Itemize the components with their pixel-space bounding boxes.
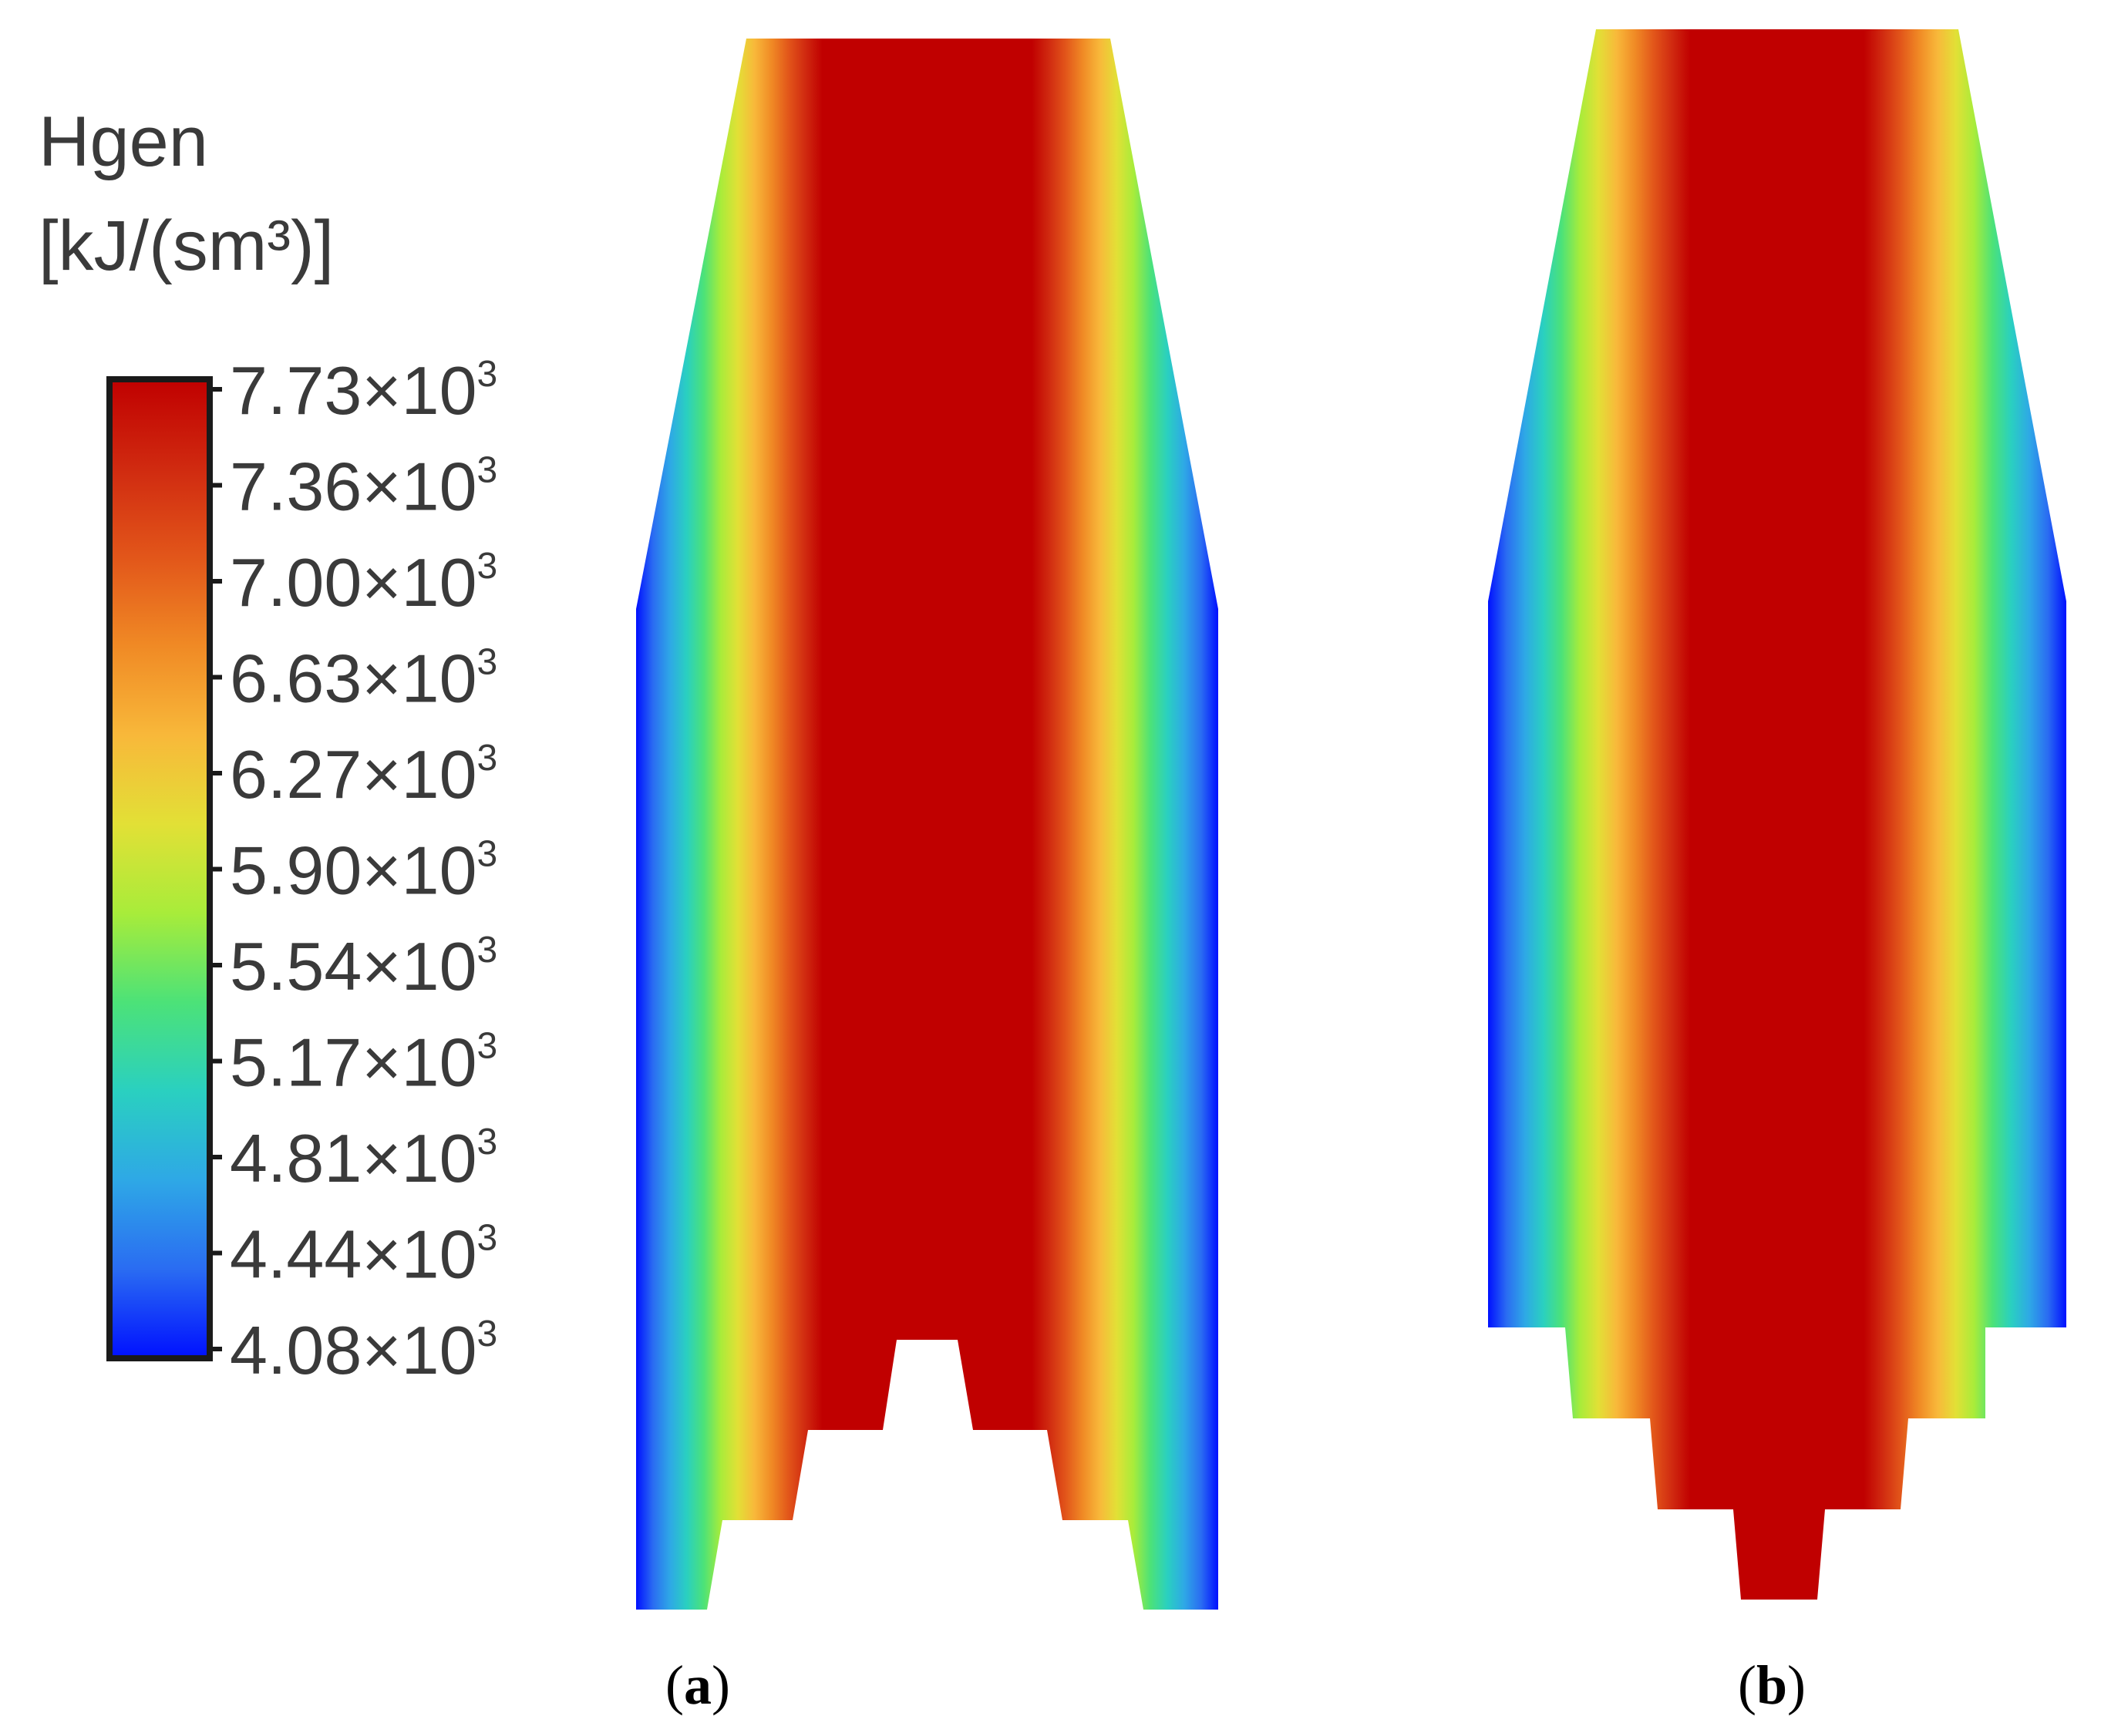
panel-a: (a) — [636, 39, 1218, 1716]
legend-tick-label: 5.17×103 — [230, 1024, 497, 1101]
contour-shape-a — [636, 39, 1218, 1610]
legend-tick-label: 4.08×103 — [230, 1312, 497, 1388]
panel-label-b: (b) — [1738, 1654, 1806, 1716]
legend-ticks: 7.73×103 7.36×103 7.00×103 6.63×103 6.27×103… — [210, 352, 497, 1388]
legend-title-line2: [kJ/(sm³)] — [39, 207, 334, 285]
legend-tick-label: 7.73×103 — [230, 352, 497, 429]
legend-tick-label: 7.36×103 — [230, 449, 497, 525]
legend-tick-label: 4.81×103 — [230, 1120, 497, 1196]
panel-label-a: (a) — [665, 1654, 730, 1716]
contour-shape-b — [1488, 29, 2066, 1600]
legend-tick-label: 5.90×103 — [230, 833, 497, 909]
color-legend: Hgen [kJ/(sm³)] 7.73×103 7.36×103 7.00×103… — [39, 103, 497, 1388]
panel-b: (b) — [1488, 29, 2066, 1716]
legend-tick-label: 7.00×103 — [230, 544, 497, 621]
legend-tick-label: 6.63×103 — [230, 641, 497, 717]
legend-tick-label: 4.44×103 — [230, 1216, 497, 1293]
legend-title-line1: Hgen — [39, 103, 208, 181]
legend-tick-label: 5.54×103 — [230, 928, 497, 1004]
legend-colorbar — [106, 376, 213, 1361]
legend-tick-label: 6.27×103 — [230, 736, 497, 812]
